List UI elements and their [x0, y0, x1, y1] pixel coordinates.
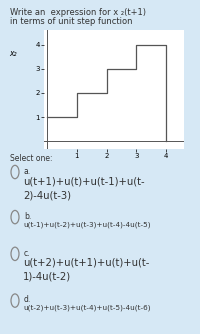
Text: d.: d.: [24, 296, 31, 304]
Text: in terms of unit step function: in terms of unit step function: [10, 17, 132, 26]
Text: Select one:: Select one:: [10, 154, 52, 163]
Text: u(t-1)+u(t-2)+u(t-3)+u(t-4)-4u(t-5): u(t-1)+u(t-2)+u(t-3)+u(t-4)-4u(t-5): [23, 221, 151, 227]
Text: u(t-2)+u(t-3)+u(t-4)+u(t-5)-4u(t-6): u(t-2)+u(t-3)+u(t-4)+u(t-5)-4u(t-6): [23, 305, 151, 311]
Text: 1)-4u(t-2): 1)-4u(t-2): [23, 272, 71, 282]
Text: u(t+1)+u(t)+u(t-1)+u(t-: u(t+1)+u(t)+u(t-1)+u(t-: [23, 176, 145, 186]
Text: 2)-4u(t-3): 2)-4u(t-3): [23, 190, 71, 200]
Text: b.: b.: [24, 212, 31, 221]
Text: u(t+2)+u(t+1)+u(t)+u(t-: u(t+2)+u(t+1)+u(t)+u(t-: [23, 258, 149, 268]
Text: a.: a.: [24, 167, 31, 176]
Text: x₂: x₂: [9, 49, 17, 58]
Text: Write an  expression for x ₂(t+1): Write an expression for x ₂(t+1): [10, 8, 146, 17]
Text: c.: c.: [24, 249, 30, 258]
